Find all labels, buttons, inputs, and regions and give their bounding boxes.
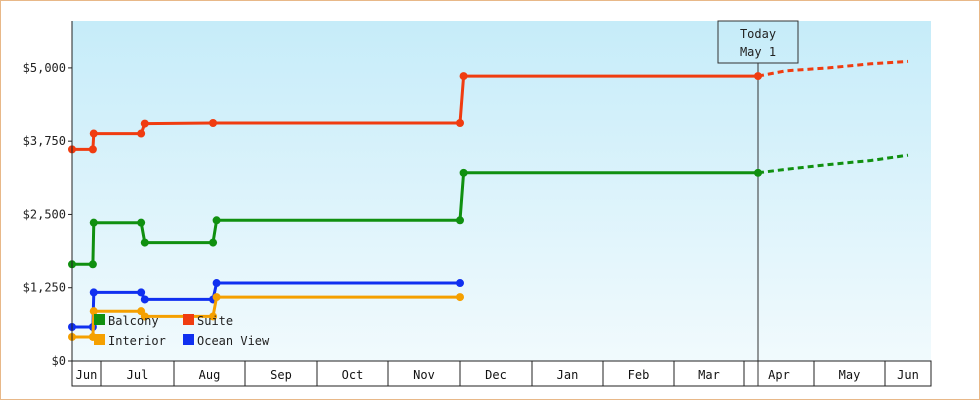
data-point bbox=[456, 216, 464, 225]
legend-swatch bbox=[183, 334, 194, 345]
data-point bbox=[89, 129, 98, 138]
y-tick-label: $5,000 bbox=[23, 61, 66, 75]
data-point bbox=[456, 119, 464, 127]
x-tick-label: Jan bbox=[557, 368, 579, 382]
y-tick-label: $1,250 bbox=[23, 281, 66, 295]
legend-label: Balcony bbox=[108, 314, 159, 328]
x-tick-label: Oct bbox=[342, 368, 364, 382]
data-point bbox=[212, 279, 221, 288]
x-tick-label: Nov bbox=[413, 368, 435, 382]
series-projection bbox=[757, 59, 909, 78]
x-tick-label: Dec bbox=[485, 368, 507, 382]
series-balcony bbox=[68, 153, 909, 269]
data-point bbox=[89, 288, 98, 297]
x-tick-label: Apr bbox=[768, 368, 790, 382]
series-line bbox=[72, 171, 758, 266]
legend-swatch bbox=[94, 334, 105, 345]
today-label: Today bbox=[740, 27, 776, 41]
x-tick-label: Aug bbox=[199, 368, 221, 382]
data-point bbox=[89, 218, 98, 227]
x-tick-label: Sep bbox=[270, 368, 292, 382]
data-point bbox=[459, 168, 468, 177]
x-tick-label: Jun bbox=[76, 368, 98, 382]
data-point bbox=[459, 72, 468, 81]
data-point bbox=[212, 293, 221, 302]
today-box bbox=[717, 20, 799, 64]
data-point bbox=[212, 216, 221, 225]
legend-swatch bbox=[94, 314, 105, 325]
legend-entry-suite: Suite bbox=[183, 314, 233, 328]
series-suite bbox=[68, 59, 909, 154]
data-point bbox=[137, 129, 146, 138]
data-point bbox=[140, 119, 149, 128]
data-point bbox=[140, 312, 149, 321]
series-group bbox=[68, 59, 909, 341]
x-tick-label: Jul bbox=[127, 368, 149, 382]
plot-area bbox=[72, 21, 931, 361]
legend-label: Interior bbox=[108, 334, 166, 348]
legend-label: Ocean View bbox=[197, 334, 270, 348]
data-point bbox=[209, 238, 218, 247]
data-point bbox=[140, 295, 149, 304]
y-tick-label: $0 bbox=[52, 354, 66, 368]
x-tick-label: Jun bbox=[897, 368, 919, 382]
y-tick-label: $3,750 bbox=[23, 134, 66, 148]
data-point bbox=[456, 293, 464, 302]
data-point bbox=[754, 168, 762, 177]
x-tick-label: Feb bbox=[628, 368, 650, 382]
today-date: May 1 bbox=[740, 45, 776, 59]
x-tick-label: May bbox=[839, 368, 861, 382]
legend-entry-balcony: Balcony bbox=[94, 314, 159, 328]
data-point bbox=[89, 307, 98, 316]
y-tick-label: $2,500 bbox=[23, 207, 66, 221]
x-axis-month-bands: Jun Jul Aug Sep Oct Nov Dec Jan Feb Mar Apr May Jun bbox=[71, 360, 932, 387]
x-tick-label: Mar bbox=[698, 368, 720, 382]
data-point bbox=[456, 279, 464, 288]
data-point bbox=[209, 312, 218, 321]
series-projection bbox=[757, 153, 909, 175]
legend: Balcony Suite Interior Ocean View bbox=[94, 314, 270, 348]
data-point bbox=[137, 218, 146, 227]
data-point bbox=[209, 119, 218, 127]
axes: $0 $1,250 $2,500 $3,750 $5,000 bbox=[23, 21, 931, 368]
data-point bbox=[140, 238, 149, 247]
data-point bbox=[137, 288, 146, 297]
legend-swatch bbox=[183, 314, 194, 325]
today-marker: Today May 1 bbox=[717, 20, 799, 386]
x-axis-band bbox=[71, 360, 932, 387]
data-point bbox=[754, 72, 762, 81]
legend-label: Suite bbox=[197, 314, 233, 328]
data-point bbox=[88, 260, 97, 269]
legend-entry-ocean-view: Ocean View bbox=[183, 334, 270, 348]
data-point bbox=[88, 145, 97, 154]
series-interior bbox=[68, 293, 464, 341]
legend-entry-interior: Interior bbox=[94, 334, 166, 348]
